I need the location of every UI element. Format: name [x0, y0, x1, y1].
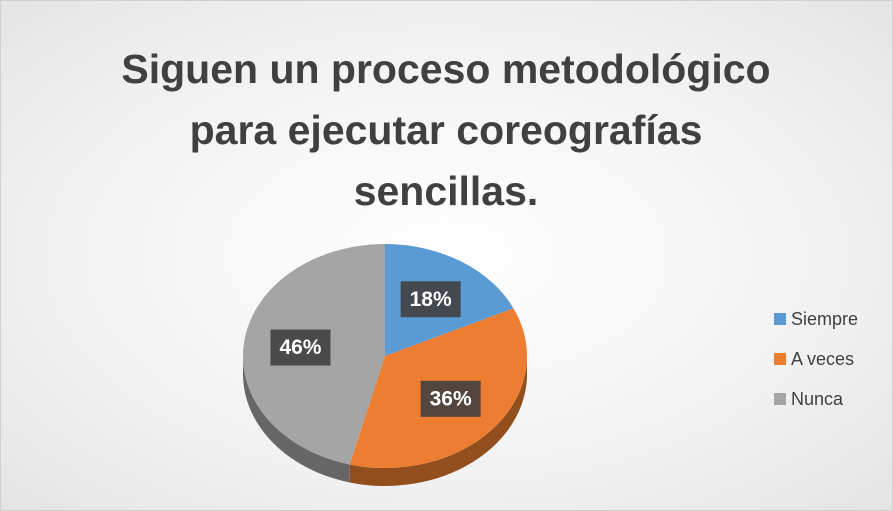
legend-swatch	[774, 313, 786, 325]
legend-label: Nunca	[791, 389, 844, 409]
data-label: 18%	[410, 288, 452, 311]
data-label: 46%	[279, 336, 321, 359]
legend-swatch	[774, 353, 786, 365]
legend-label: Siempre	[791, 309, 858, 329]
data-label-box	[270, 329, 331, 366]
legend-swatch	[774, 393, 786, 405]
chart-title: Siguen un proceso metodológico para ejec…	[121, 46, 771, 214]
slice-side	[349, 356, 527, 487]
data-label-box	[420, 380, 481, 417]
data-label-box	[400, 281, 461, 318]
legend-label: A veces	[791, 349, 854, 369]
slice-side	[243, 356, 350, 483]
data-label: 36%	[430, 387, 472, 410]
